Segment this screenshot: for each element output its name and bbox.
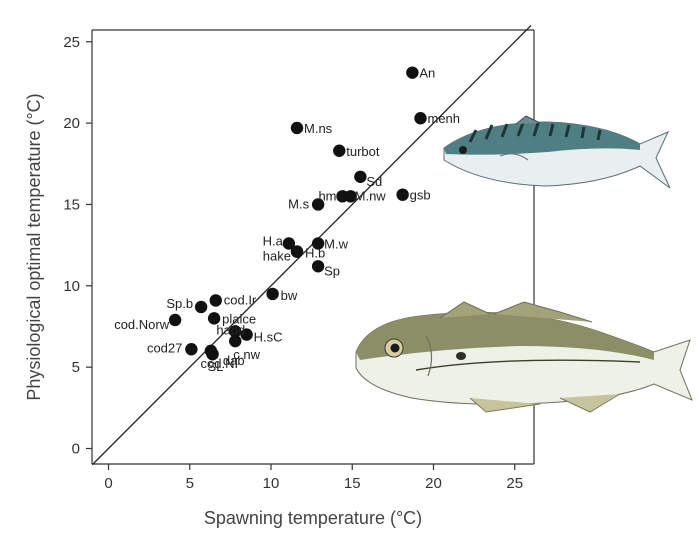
point-label: cod27 [147,340,182,355]
point-label: M.s [288,196,309,211]
point-label: Sp [324,263,340,278]
point-label: menh [428,111,461,126]
y-tick-label: 5 [72,359,80,376]
point-c-nw [229,334,242,348]
y-tick-label: 0 [72,441,80,458]
point-label: plaice [222,311,256,326]
mackerel-illustration [443,115,671,189]
point-label: M.w [324,236,348,251]
point-gsb [396,188,409,201]
data-points [168,66,427,361]
point-label: c.nw [233,347,260,362]
point-label: An [419,66,435,81]
point-label: H.sC [254,330,283,345]
x-tick-label: 0 [104,475,112,492]
point-H-sC [240,328,253,341]
point-An [406,66,419,79]
plot-area [91,29,535,465]
point-M-s [311,198,325,211]
point-label: gsb [410,188,431,203]
point-label: M.ns [304,121,333,136]
point-cod27 [185,343,198,356]
point-M-w [311,237,325,250]
point-Sd [354,170,367,183]
axis-ticks: 0 5 10 15 20 25 0 5 10 15 20 25 [63,34,523,492]
point-label: cod.Ir [224,292,257,307]
point-label: SL [208,359,224,374]
haddock-illustration [355,301,693,413]
x-tick-label: 15 [344,475,361,492]
point-cod-NI [206,347,219,361]
y-tick-label: 25 [63,34,80,51]
point-label: cod.NI [201,356,239,371]
x-tick-label: 20 [425,475,442,492]
point-hadd [229,325,242,338]
one-to-one-line [91,25,532,466]
point-label: dab [223,353,245,368]
point-H-b [290,245,304,258]
point-menh [414,112,427,125]
point-label: Sp.b [166,296,193,311]
x-tick-label: 10 [263,475,280,492]
point-label: Sd [366,174,382,189]
point-label: M.nw [355,188,387,203]
x-axis-title: Spawning temperature (°C) [204,508,422,528]
y-tick-label: 15 [63,196,80,213]
point-label: bw [281,288,298,303]
y-tick-label: 10 [63,278,80,295]
point-M-ns [290,121,304,135]
point-cod-Norw [168,313,182,327]
point-Sp-b [194,300,208,314]
point-label: hadd [216,322,245,337]
point-bw [266,287,279,301]
point-plaice [207,312,221,325]
point-H-a [282,237,296,250]
point-label: turbot [346,144,380,159]
point-label: H.b [305,246,325,261]
point-M-nw [344,190,357,203]
x-tick-label: 25 [506,475,523,492]
y-axis-title: Physiological optimal temperature (°C) [24,93,44,400]
point-Sp [311,260,325,273]
point-label: hake [263,249,291,264]
point-label: H.a [263,233,284,248]
point-cod-Ir [209,294,222,307]
point-label: hm [318,188,336,203]
identity-line [91,25,532,466]
x-tick-label: 5 [186,475,194,492]
point-label: cod.Norw [114,317,170,332]
point-labels: An menh M.ns turbot Sd hm M.nw gsb M.s H.a M.w hake… [114,66,460,374]
point-turbot [333,144,346,157]
y-tick-label: 20 [63,115,80,132]
